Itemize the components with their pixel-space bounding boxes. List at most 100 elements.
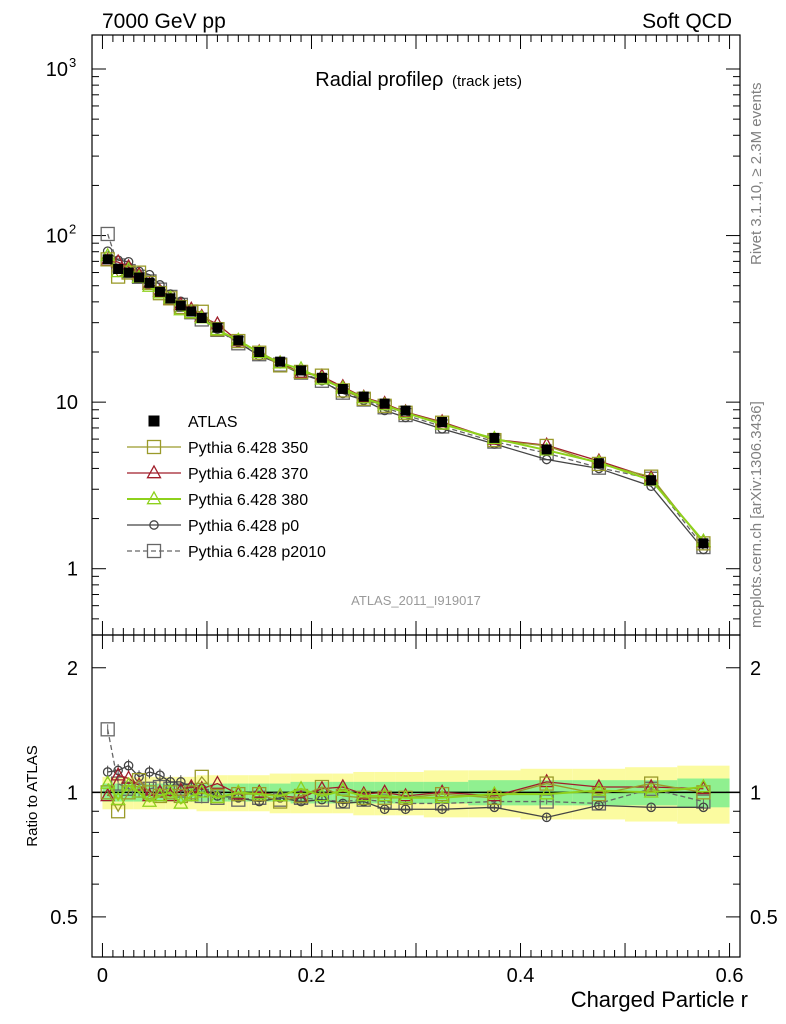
ratio-point-1 xyxy=(377,790,392,805)
main-series-group xyxy=(100,226,712,555)
y-tick-label: 10 xyxy=(56,392,78,414)
ratio-point-3 xyxy=(397,789,414,804)
ratio-point-1 xyxy=(314,779,330,795)
rivet-version-label: Rivet 3.1.10, ≥ 2.3M events xyxy=(748,83,765,266)
analysis-id-label: ATLAS_2011_I919017 xyxy=(351,593,481,608)
ratio-point-3 xyxy=(272,787,288,802)
ratio-line-1 xyxy=(107,775,704,813)
ratio-point-3 xyxy=(209,789,226,804)
ratio-point-3 xyxy=(120,776,137,791)
ratio-point-1 xyxy=(356,790,371,805)
ratio-point-1 xyxy=(644,776,659,791)
chart-title-symbol: ρ xyxy=(432,69,443,91)
atlas-data-point xyxy=(134,272,145,283)
ratio-point-3 xyxy=(141,793,158,807)
atlas-data-point xyxy=(275,356,286,367)
ratio-y-tick-label: 2 xyxy=(67,658,78,680)
atlas-data-point xyxy=(196,312,207,323)
legend-marker xyxy=(146,464,162,479)
y-tick-label: 1 xyxy=(67,559,78,581)
ratio-point-4 xyxy=(437,804,447,815)
atlas-data-point xyxy=(698,538,709,549)
atlas-data-point xyxy=(379,398,390,409)
atlas-data-point xyxy=(102,254,113,265)
chart-title: Radial profile xyxy=(315,69,432,91)
ratio-point-3 xyxy=(100,775,116,789)
ratio-point-2 xyxy=(194,780,210,795)
atlas-data-point xyxy=(233,335,244,346)
legend-marker xyxy=(148,415,160,427)
ratio-point-3 xyxy=(335,782,351,796)
x-axis-label: Charged Particle r xyxy=(571,987,748,1012)
ratio-y-axis-label: Ratio to ATLAS xyxy=(24,745,41,846)
ratio-point-2 xyxy=(110,766,126,781)
legend-marker xyxy=(146,439,162,455)
legend-entry-label: Pythia 6.428 p0 xyxy=(188,518,299,535)
ratio-point-4 xyxy=(338,798,348,809)
ratio-y-tick-label: 1 xyxy=(67,782,78,804)
ratio-point-3 xyxy=(152,787,168,802)
ratio-point-3 xyxy=(314,787,330,802)
ratio-point-1 xyxy=(335,788,350,804)
atlas-data-point xyxy=(123,267,134,278)
ratio-point-3 xyxy=(162,783,178,798)
main-x-ticks xyxy=(101,35,731,635)
ratio-point-1 xyxy=(539,776,554,791)
ratio-point-4 xyxy=(379,804,390,815)
series-point-1 xyxy=(696,536,711,551)
ratio-y-tick-label-right: 0.5 xyxy=(750,907,778,929)
series-point-5 xyxy=(100,226,115,242)
y-tick-label: 10 xyxy=(46,59,68,81)
ratio-point-2 xyxy=(335,778,351,793)
ratio-series-group xyxy=(100,722,712,823)
ratio-point-4 xyxy=(489,802,500,813)
ratio-y-tick-label-right: 1 xyxy=(750,782,761,804)
legend-entry-label: Pythia 6.428 350 xyxy=(188,440,308,457)
ratio-point-1 xyxy=(131,773,147,788)
legend-entry-label: ATLAS xyxy=(188,414,238,431)
atlas-data-point xyxy=(316,372,327,383)
atlas-data-point xyxy=(175,300,186,311)
atlas-data-point xyxy=(400,405,411,416)
ratio-point-2 xyxy=(120,770,137,784)
legend-marker xyxy=(146,490,162,505)
ratio-point-4 xyxy=(400,804,411,815)
ratio-point-2 xyxy=(591,778,607,793)
legend: ATLAS Pythia 6.428 350 Pythia 6.428 370 Pyt… xyxy=(127,414,326,561)
atlas-data-point xyxy=(358,391,369,402)
ratio-point-2 xyxy=(397,787,414,802)
ratio-y-ticks: 0.5 0.5 1 1 2 2 xyxy=(50,658,778,929)
legend-entry-label: Pythia 6.428 370 xyxy=(188,466,308,483)
atlas-data-point xyxy=(337,383,348,394)
ratio-point-1 xyxy=(434,786,450,802)
ratio-point-3 xyxy=(539,785,555,800)
ratio-point-2 xyxy=(100,787,116,802)
x-tick-label: 0.6 xyxy=(716,965,744,987)
atlas-data-point xyxy=(437,416,448,427)
ratio-point-2 xyxy=(209,775,226,789)
ratio-point-3 xyxy=(230,783,246,798)
x-tick-label: 0.2 xyxy=(298,965,326,987)
atlas-data-point xyxy=(296,365,307,376)
ratio-point-3 xyxy=(251,785,267,800)
mcplots-label: mcplots.cern.ch [arXiv:1306.3436] xyxy=(748,401,765,628)
atlas-data-point xyxy=(593,458,604,469)
atlas-data-point xyxy=(113,263,124,274)
ratio-point-3 xyxy=(194,783,210,798)
ratio-point-3 xyxy=(131,783,147,798)
ratio-point-3 xyxy=(293,780,309,795)
header-process-label: Soft QCD xyxy=(642,10,732,33)
ratio-x-ticks: 0 0.2 0.4 0.6 xyxy=(97,635,744,987)
x-tick-label: 0.4 xyxy=(507,965,535,987)
ratio-line-5 xyxy=(107,729,704,805)
atlas-data-point xyxy=(489,432,500,443)
ratio-point-3 xyxy=(486,785,502,800)
atlas-data-point xyxy=(154,286,165,297)
legend-entry-label: Pythia 6.428 380 xyxy=(188,492,308,509)
atlas-data-point xyxy=(646,475,657,486)
ratio-point-3 xyxy=(377,787,393,802)
ratio-point-3 xyxy=(356,787,372,802)
series-point-1 xyxy=(142,275,157,291)
